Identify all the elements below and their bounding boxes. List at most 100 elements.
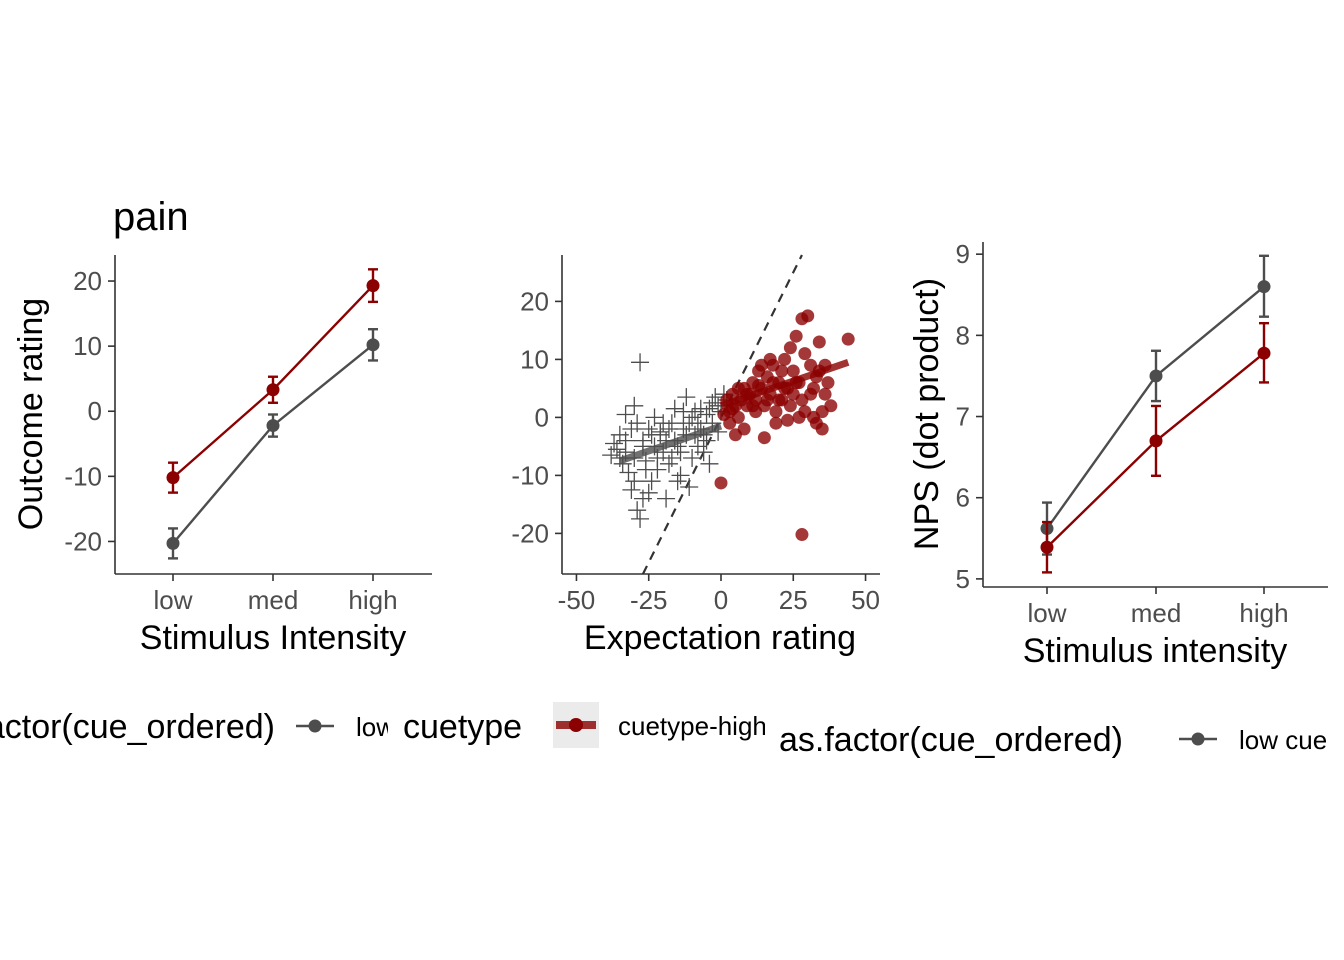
- data-point-circle: [812, 335, 826, 349]
- data-point-circle: [769, 405, 783, 419]
- data-point: [366, 338, 380, 352]
- data-point-circle: [757, 431, 771, 445]
- y-tick-label: 7: [956, 402, 970, 432]
- y-tick-label: 10: [520, 344, 549, 374]
- data-point-circle: [821, 376, 835, 390]
- y-axis-title: Outcome rating: [12, 298, 50, 530]
- data-point-circle: [778, 352, 792, 366]
- data-point-circle: [795, 528, 809, 542]
- data-point: [266, 383, 280, 397]
- data-point: [166, 536, 180, 550]
- y-tick-label: 20: [520, 286, 549, 316]
- y-tick-label: 20: [73, 266, 102, 296]
- legend-title: cuetype: [403, 708, 522, 746]
- data-point: [1257, 280, 1271, 294]
- data-point: [1040, 540, 1054, 554]
- x-ticks: -50 -25 0 25 50: [558, 574, 880, 615]
- series-line-low-cue: [172, 343, 374, 545]
- data-point-cross: [631, 509, 650, 528]
- legend-title: as.factor(cue_ordered): [0, 708, 275, 746]
- data-point: [1149, 369, 1163, 383]
- x-tick-label: med: [1131, 598, 1182, 628]
- legend-panel-2: cuetype cuetype-high: [403, 702, 767, 748]
- data-point-circle: [789, 329, 803, 343]
- y-tick-label: 5: [956, 564, 970, 594]
- y-tick-label: -10: [64, 461, 102, 491]
- data-point-cross: [683, 449, 702, 467]
- data-point-cross: [628, 501, 647, 520]
- y-tick-label: 8: [956, 320, 970, 350]
- y-tick-label: 10: [73, 331, 102, 361]
- data-point-circle: [772, 393, 786, 407]
- y-tick-label: -20: [511, 518, 549, 548]
- fit-line-high-cue: [719, 358, 850, 410]
- x-tick-label: 0: [714, 585, 728, 615]
- data-point-circle: [815, 422, 829, 436]
- legend-label: low cue: [1239, 725, 1327, 755]
- x-tick-label: high: [348, 585, 397, 615]
- legend-panel-1: as.factor(cue_ordered) low cue: [0, 708, 388, 746]
- y-ticks: -20 -10 0 10 20: [511, 286, 562, 548]
- y-tick-label: 0: [535, 402, 549, 432]
- x-ticks: low med high: [1027, 587, 1289, 628]
- legend-panel-3: as.factor(cue_ordered) low cue: [779, 721, 1327, 759]
- x-tick-label: -50: [558, 585, 596, 615]
- panel-outcome-vs-intensity: pain -20 -10 0 10 20 low med high Stimulus Int…: [12, 195, 432, 657]
- data-point-cross: [657, 489, 676, 508]
- data-point-circle: [786, 364, 800, 378]
- data-point-circle: [780, 413, 794, 427]
- data-point-cross: [668, 472, 687, 491]
- data-point-circle: [731, 381, 745, 395]
- data-point-cross: [665, 399, 684, 418]
- data-point-circle: [798, 347, 812, 361]
- panel-title: pain: [113, 195, 189, 239]
- x-tick-label: low: [1027, 598, 1066, 628]
- data-point: [266, 419, 280, 433]
- data-point-circle: [824, 399, 838, 413]
- x-tick-label: low: [153, 585, 192, 615]
- data-point: [1149, 434, 1163, 448]
- data-point: [166, 471, 180, 485]
- data-point-cross: [625, 396, 644, 415]
- panel-outcome-vs-expectation: -20 -10 0 10 20 -50 -25 0 25 50 Expectation rati…: [511, 254, 880, 657]
- y-tick-label: -10: [511, 460, 549, 490]
- x-tick-label: high: [1239, 598, 1288, 628]
- data-point-circle: [714, 476, 728, 490]
- data-point-circle: [783, 341, 797, 355]
- data-point-cross: [648, 460, 667, 479]
- legend-title: as.factor(cue_ordered): [779, 721, 1123, 759]
- legend-key-dot: [1191, 732, 1205, 746]
- x-tick-label: med: [248, 585, 299, 615]
- data-point: [1257, 346, 1271, 360]
- data-point-circle: [841, 332, 855, 346]
- y-tick-label: -20: [64, 526, 102, 556]
- y-ticks: -20 -10 0 10 20: [64, 266, 115, 556]
- x-ticks: low med high: [153, 574, 398, 615]
- data-point-circle: [807, 410, 821, 424]
- panel-nps-vs-intensity: 5 6 7 8 9 low med high Stimulus intensity NPS …: [908, 239, 1328, 670]
- data-point-cross: [622, 420, 641, 438]
- data-point-cross: [680, 478, 699, 496]
- data-point-circle: [786, 387, 800, 401]
- data-point-cross: [605, 434, 624, 453]
- data-point-circle: [746, 399, 760, 413]
- data-point-circle: [795, 312, 809, 326]
- data-point-circle: [818, 387, 832, 401]
- y-tick-label: 6: [956, 483, 970, 513]
- legend-key-dot: [569, 718, 583, 732]
- x-axis-title: Stimulus intensity: [1023, 632, 1288, 670]
- data-point-cross: [651, 422, 670, 441]
- data-point-cross: [677, 388, 696, 407]
- legend-label: cuetype-high: [618, 711, 767, 741]
- data-point-cross: [631, 353, 650, 372]
- y-tick-label: 0: [88, 396, 102, 426]
- fit-line-low-cue: [618, 422, 723, 465]
- data-point-circle: [737, 422, 751, 436]
- plot-marks: [602, 254, 855, 575]
- data-point-circle: [769, 416, 783, 430]
- legend-key-dot: [308, 719, 322, 733]
- x-tick-label: 25: [779, 585, 808, 615]
- x-tick-label: -25: [630, 585, 668, 615]
- data-point-cross: [645, 408, 664, 427]
